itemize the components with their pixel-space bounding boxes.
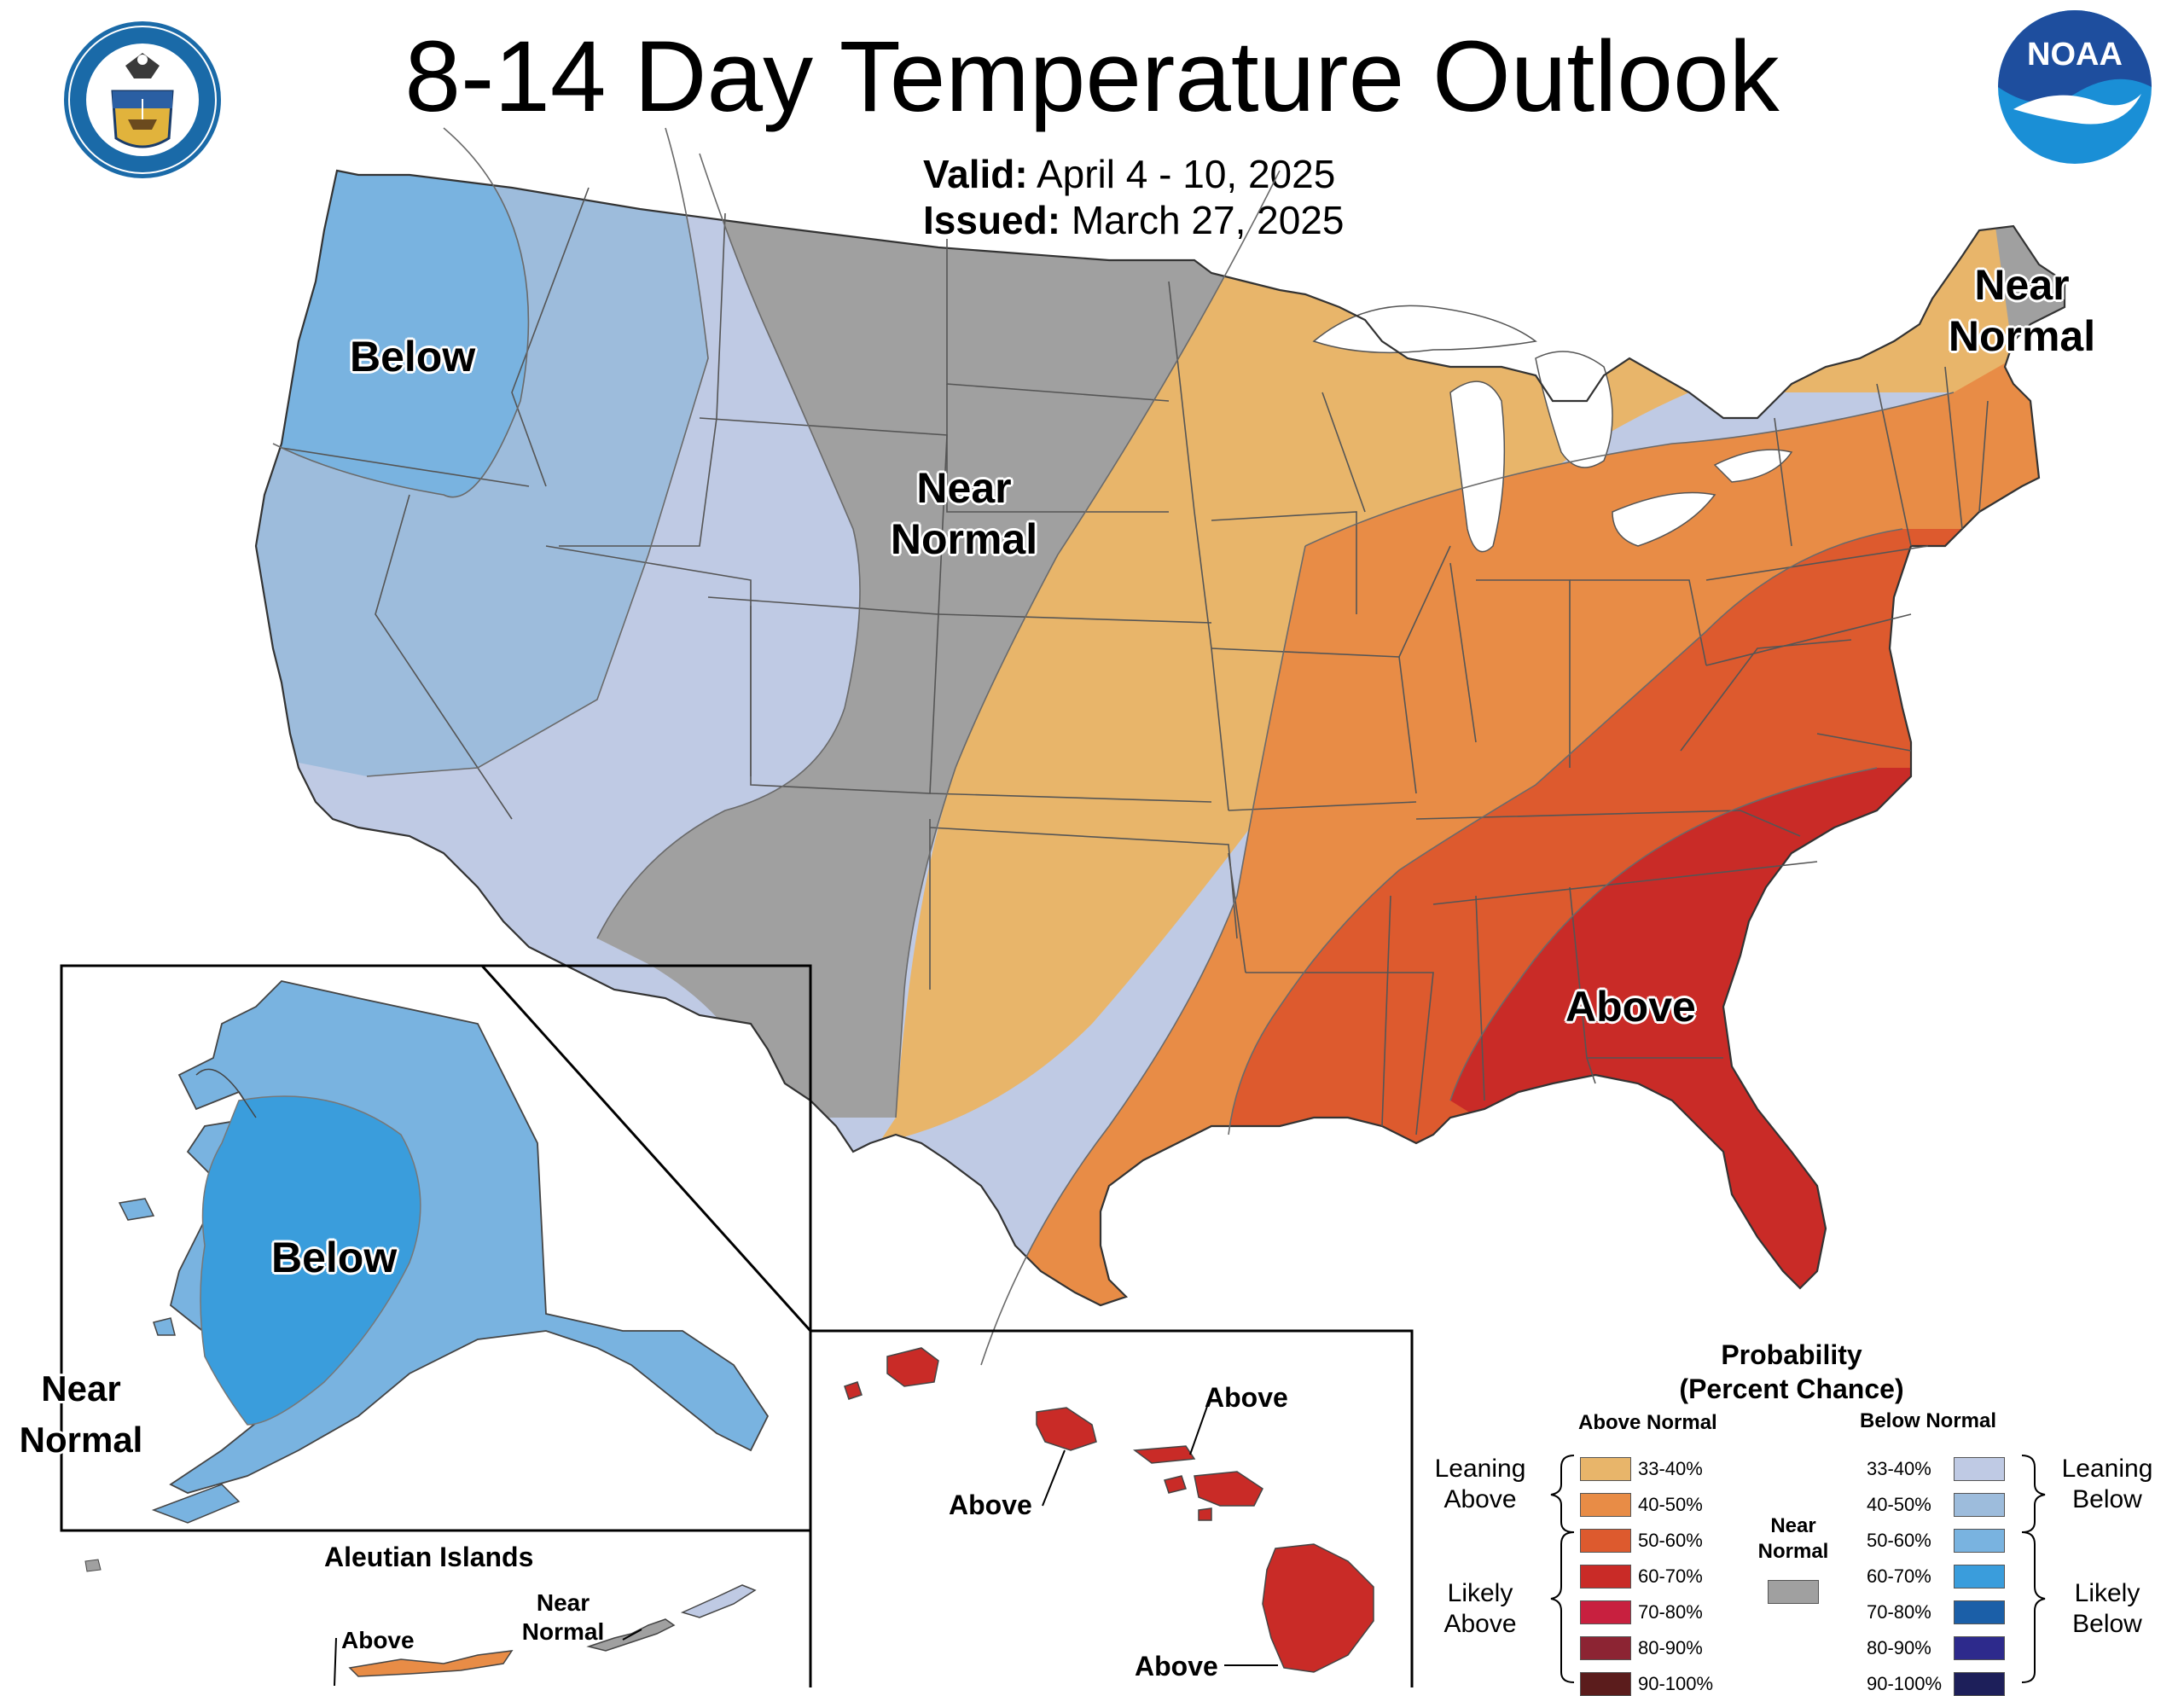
legend-near-normal-header: Near Normal: [1751, 1513, 1836, 1565]
great-lakes: [1312, 305, 1793, 553]
state-boundaries: [254, 169, 2066, 1307]
valid-label: Valid:: [923, 152, 1028, 196]
legend-above-swatch-6: [1580, 1636, 1631, 1660]
noaa-logo-icon: NOAA: [1998, 10, 2152, 164]
conus-above-label: Above: [1565, 983, 1696, 1031]
legend-above-swatch-3: [1580, 1529, 1631, 1553]
leaning-above-33-40-region: [879, 171, 2013, 1143]
aleutian-near-normal-line1: Near: [536, 1589, 590, 1616]
legend-below-header: Below Normal: [1860, 1409, 1997, 1432]
legend-below-swatch-label-1: 33-40%: [1867, 1458, 1931, 1479]
legend-above-swatch-label-4: 60-70%: [1638, 1565, 1703, 1587]
legend-leaning-above-line2: Above: [1443, 1485, 1517, 1513]
legend-title-line2: (Percent Chance): [1679, 1374, 1904, 1404]
legend-below-swatch-5: [1954, 1600, 2005, 1624]
legend-below-swatch-6: [1954, 1636, 2005, 1660]
legend-above-swatch-label-2: 40-50%: [1638, 1494, 1703, 1515]
legend-above-swatch-label-5: 70-80%: [1638, 1601, 1703, 1623]
aleutian-islands-title: Aleutian Islands: [324, 1542, 534, 1572]
legend-above-swatch-4: [1580, 1565, 1631, 1589]
legend-below-swatch-4: [1954, 1565, 2005, 1589]
legend-below-swatch-label-5: 70-80%: [1867, 1601, 1931, 1623]
legend-below-swatch-label-3: 50-60%: [1867, 1530, 1931, 1551]
conus-near-normal-line1: Near: [916, 464, 1012, 512]
hawaii-above-label-3: Above: [1135, 1651, 1218, 1681]
legend-near-normal-line2: Normal: [1757, 1540, 1829, 1563]
legend-below-swatch-1: [1954, 1457, 2005, 1481]
aleutian-near-normal-label: Near Normal: [512, 1589, 614, 1647]
legend-above-header: Above Normal: [1578, 1411, 1717, 1434]
hawaii-above-label-2: Above: [949, 1490, 1032, 1520]
legend-below-swatch-label-2: 40-50%: [1867, 1494, 1931, 1515]
alaska-near-normal-line2: Normal: [19, 1420, 143, 1460]
legend-above-swatch-1: [1580, 1457, 1631, 1481]
issued-label: Issued:: [923, 198, 1061, 242]
legend-below-swatch-label-4: 60-70%: [1867, 1565, 1931, 1587]
legend-above-swatch-label-3: 50-60%: [1638, 1530, 1703, 1551]
alaska-below-label: Below: [271, 1234, 398, 1281]
alaska-near-normal-line1: Near: [41, 1368, 121, 1408]
legend-leaning-above-line1: Leaning: [1434, 1455, 1526, 1483]
alaska-near-normal-label: Near Normal: [9, 1363, 154, 1466]
legend-likely-below: Likely Below: [2048, 1578, 2167, 1640]
legend-leaning-above: Leaning Above: [1425, 1454, 1536, 1515]
issued-line: Issued: March 27, 2025: [923, 196, 1344, 244]
legend-near-normal-swatch: [1768, 1580, 1819, 1604]
legend-below-swatch-label-6: 80-90%: [1867, 1637, 1931, 1658]
northeast-near-normal-label: Near Normal: [1937, 259, 2107, 362]
issued-value: March 27, 2025: [1071, 198, 1345, 242]
aleutian-above-label: Above: [341, 1627, 415, 1653]
noaa-logo-text: NOAA: [2027, 37, 2123, 73]
legend-likely-below-line1: Likely: [2074, 1579, 2140, 1607]
legend-near-normal-line1: Near: [1770, 1514, 1816, 1537]
legend-likely-above-line2: Above: [1443, 1610, 1517, 1638]
legend-leaning-below-line1: Leaning: [2061, 1455, 2153, 1483]
legend-leaning-below: Leaning Below: [2048, 1454, 2167, 1515]
legend-above-swatch-2: [1580, 1493, 1631, 1517]
aleutian-near-normal-line2: Normal: [521, 1618, 605, 1645]
probability-contours: [272, 127, 1955, 1366]
legend-above-swatch-label-1: 33-40%: [1638, 1458, 1703, 1479]
legend-below-swatch-2: [1954, 1493, 2005, 1517]
legend-likely-below-line2: Below: [2072, 1610, 2142, 1638]
northeast-near-normal-line1: Near: [1974, 261, 2070, 309]
legend-title: Probability (Percent Chance): [1621, 1338, 1962, 1406]
conus-below-label: Below: [350, 333, 476, 380]
legend-above-swatch-5: [1580, 1600, 1631, 1624]
near-normal-region: [597, 171, 1280, 1118]
legend-below-swatch-3: [1954, 1529, 2005, 1553]
valid-value: April 4 - 10, 2025: [1036, 152, 1336, 196]
legend-likely-above-line1: Likely: [1447, 1579, 1513, 1607]
page-title: 8-14 Day Temperature Outlook: [404, 20, 1780, 133]
hawaii-above-label-1: Above: [1205, 1382, 1288, 1413]
legend-above-swatch-label-6: 80-90%: [1638, 1637, 1703, 1658]
conus-near-normal-line2: Normal: [890, 515, 1038, 563]
legend-likely-above: Likely Above: [1425, 1578, 1536, 1640]
legend-leaning-below-line2: Below: [2072, 1485, 2142, 1513]
conus-near-normal-label: Near Normal: [879, 462, 1049, 565]
legend-title-line1: Probability: [1721, 1339, 1862, 1370]
department-of-commerce-seal-icon: [64, 21, 221, 178]
northeast-near-normal-line2: Normal: [1948, 312, 2096, 360]
valid-line: Valid: April 4 - 10, 2025: [923, 150, 1335, 198]
